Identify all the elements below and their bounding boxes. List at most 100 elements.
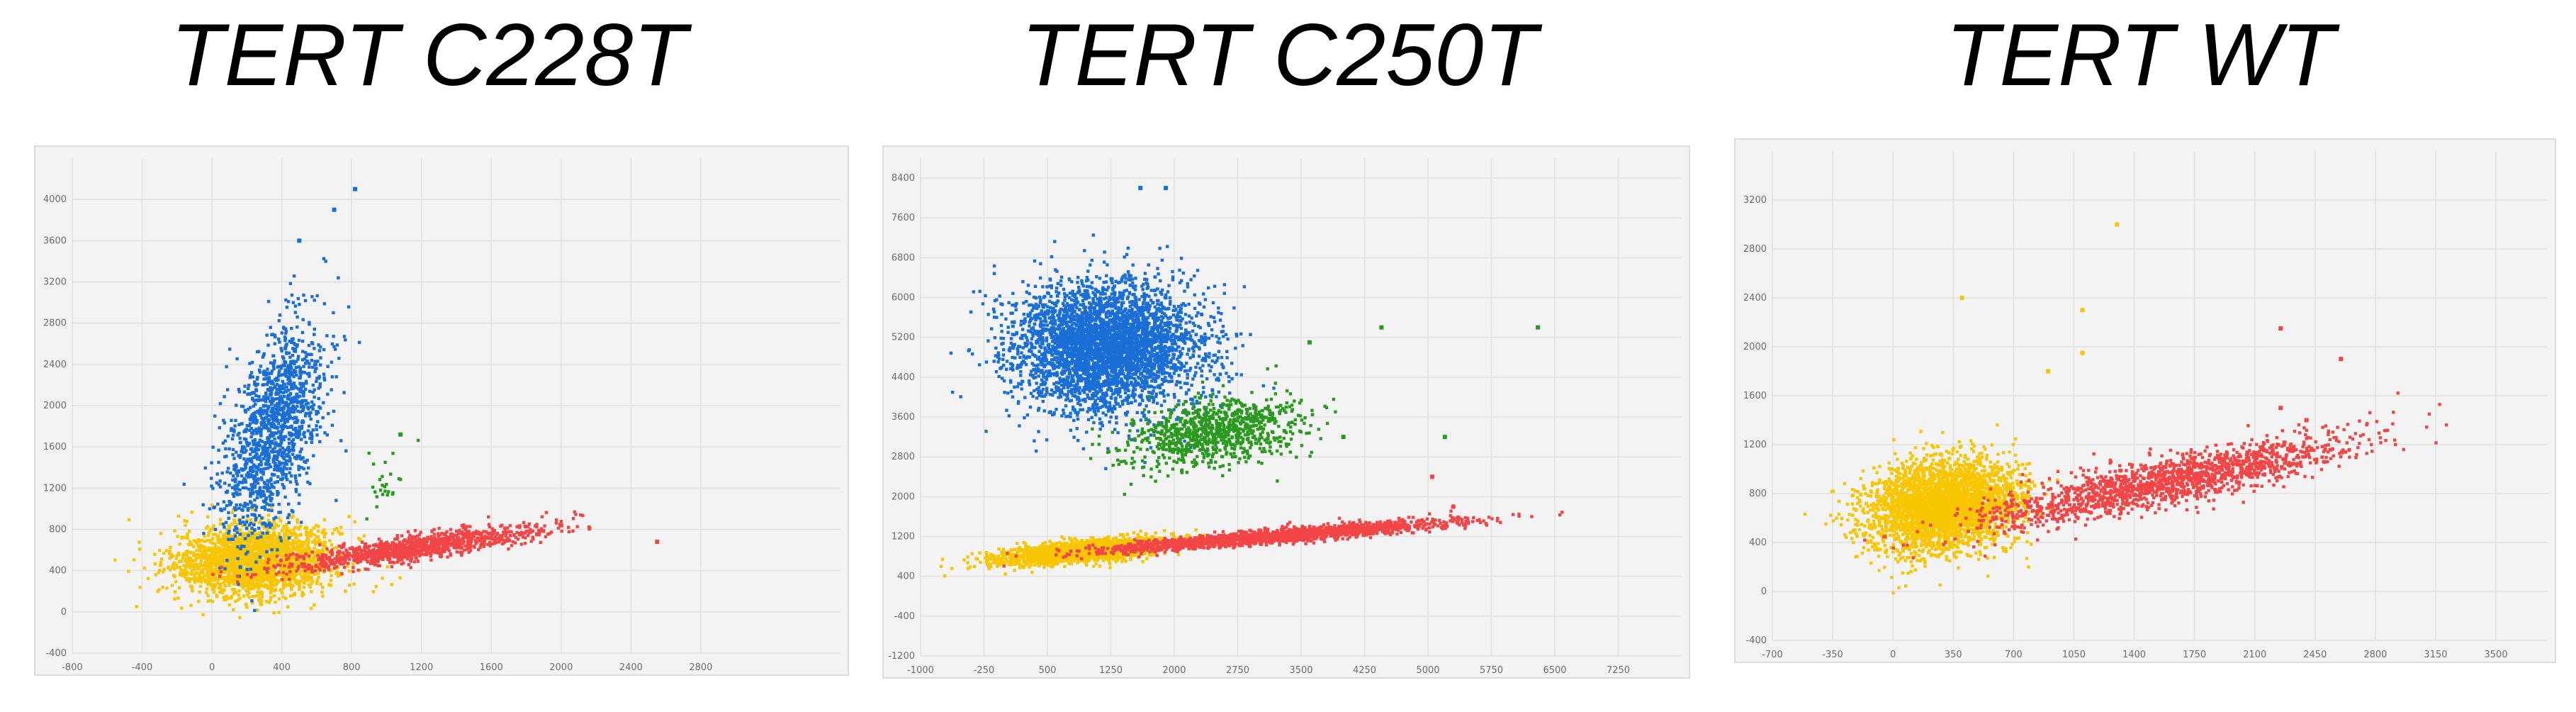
data-point [291,547,295,551]
data-point [455,529,459,533]
data-point [227,534,231,538]
data-point [309,534,313,538]
data-point [203,578,206,582]
data-point [244,552,248,556]
data-point [271,411,275,415]
data-point [250,486,254,490]
data-point [295,569,298,573]
data-point [254,573,257,577]
data-point [254,466,258,470]
data-point [269,588,273,592]
data-point [329,579,332,582]
data-point [455,535,459,539]
data-point [322,257,326,260]
data-point [276,548,279,552]
data-point [267,557,271,562]
data-point [281,396,284,400]
data-point [281,561,284,565]
data-point [257,444,261,447]
x-tick-label: -400 [132,662,153,673]
data-point [302,294,305,297]
data-point [359,550,363,554]
data-point [234,468,237,472]
data-point [313,543,317,546]
data-point [304,552,308,556]
data-point [284,475,288,479]
data-point [244,486,248,490]
data-point [262,574,266,578]
data-point [277,421,281,425]
chart-title: TERT C228T [170,6,687,104]
data-point [243,572,247,576]
data-point [308,323,311,326]
data-point [320,555,323,559]
data-point [429,542,433,545]
data-point [198,584,203,588]
data-point [408,533,412,537]
data-point [288,471,291,474]
data-point [264,562,268,566]
data-point [240,474,244,478]
data-point [394,543,398,546]
data-point [170,566,174,569]
data-point [307,343,311,347]
data-point [300,330,305,335]
data-point [329,562,333,566]
x-tick-label: 2400 [619,662,643,673]
data-point [298,559,303,562]
data-point [250,360,254,365]
data-point [655,539,660,544]
data-point [351,562,355,566]
data-point [250,563,254,567]
data-point [290,340,293,345]
data-point [308,352,312,356]
data-point [310,430,313,435]
data-point [264,496,268,500]
data-point [273,386,276,389]
data-point [258,513,261,518]
data-point [243,384,247,388]
data-point [248,580,252,584]
data-point [173,575,176,579]
data-point [460,553,463,557]
data-point [282,486,286,490]
data-point [379,540,383,543]
data-point [251,450,254,454]
data-point [286,560,290,564]
data-point [267,530,271,535]
data-point [257,430,260,433]
data-point [403,547,406,552]
data-point [306,401,310,405]
data-point [279,347,283,350]
data-point [429,555,432,558]
data-point [218,522,223,526]
data-point [208,550,213,553]
data-point [264,391,268,395]
data-point [183,535,186,539]
data-point [293,416,297,419]
data-point [270,482,274,486]
data-point [244,430,248,433]
data-point [309,405,313,409]
data-point [352,551,356,555]
data-point [276,541,280,545]
data-point [479,543,483,547]
data-point [251,391,255,394]
data-point [269,584,273,587]
data-point [315,428,318,431]
data-point [289,577,293,580]
data-point [315,578,320,582]
data-point [300,549,303,552]
data-point [449,534,453,538]
data-point [242,504,246,508]
data-point [293,591,297,596]
data-point [222,418,225,422]
data-point [332,207,337,212]
data-point [311,579,315,583]
data-point [422,537,426,540]
data-point [236,550,240,553]
data-point [256,482,260,485]
data-point [259,421,263,425]
data-point [264,552,268,556]
data-point [261,472,265,476]
